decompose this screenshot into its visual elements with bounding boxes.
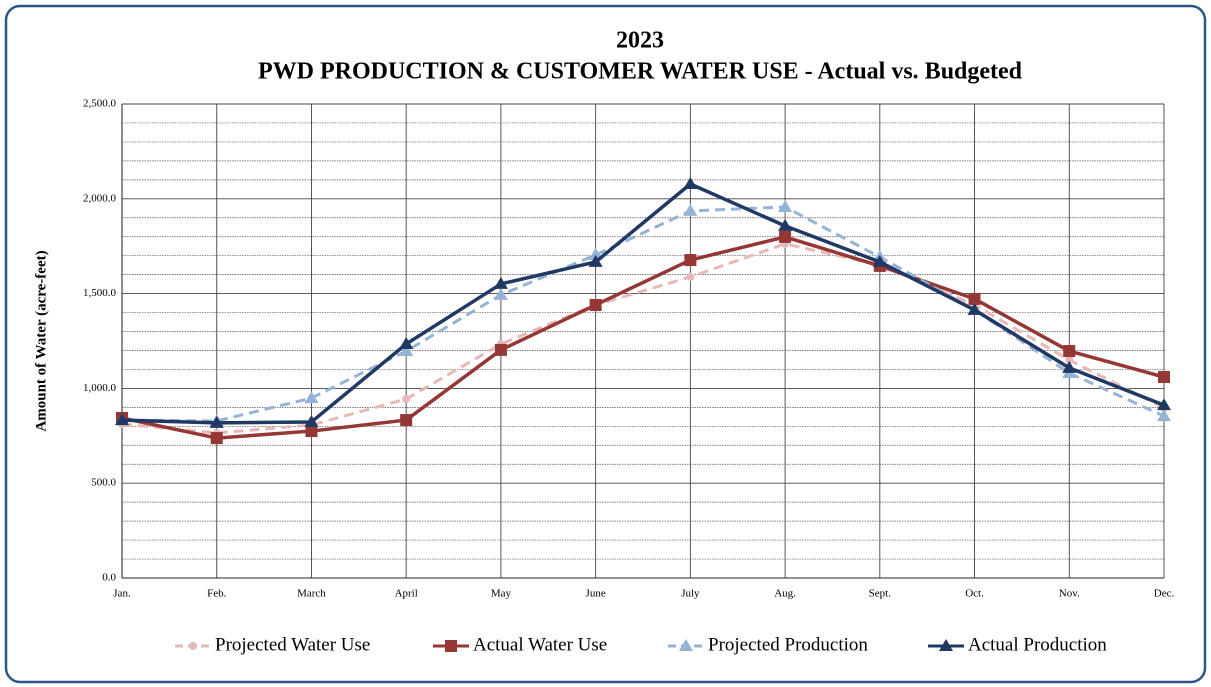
- x-tick-label: Sept.: [869, 588, 892, 600]
- marker: [494, 343, 507, 356]
- marker: [872, 254, 887, 267]
- chart-subtitle: PWD PRODUCTION & CUSTOMER WATER USE - Ac…: [258, 59, 1023, 85]
- marker: [209, 415, 224, 428]
- marker: [402, 395, 411, 404]
- marker: [1157, 398, 1171, 411]
- marker: [493, 287, 508, 300]
- marker: [1062, 360, 1077, 373]
- legend-marker: [189, 642, 197, 650]
- x-tick-label: Nov.: [1059, 588, 1080, 600]
- chart-title: 2023: [616, 28, 664, 54]
- marker: [399, 344, 414, 357]
- series-line: [121, 182, 1165, 425]
- legend-marker: [445, 640, 457, 652]
- marker: [115, 413, 129, 426]
- marker: [304, 391, 319, 404]
- x-tick-label: March: [297, 588, 326, 600]
- series-line: [121, 242, 1165, 435]
- x-tick-label: April: [395, 588, 418, 600]
- marker: [1063, 345, 1076, 358]
- marker: [778, 218, 793, 231]
- marker: [1158, 371, 1170, 384]
- marker: [305, 425, 318, 438]
- x-tick-label: June: [586, 588, 606, 600]
- y-tick-label: 0.0: [102, 572, 116, 584]
- marker: [210, 432, 223, 445]
- x-tick-label: July: [681, 588, 700, 600]
- marker: [778, 199, 793, 212]
- marker: [400, 414, 413, 427]
- x-tick-label: Oct.: [965, 588, 984, 600]
- y-tick-label: 2,000.0: [83, 192, 117, 204]
- marker: [493, 276, 508, 289]
- marker: [683, 177, 698, 190]
- legend-marker: [939, 639, 953, 651]
- legend-marker: [679, 639, 693, 651]
- marker: [683, 203, 698, 216]
- y-axis-label: Amount of Water (acre-feet): [33, 250, 49, 431]
- x-tick-label: Feb.: [207, 588, 227, 600]
- legend-label: Projected Production: [708, 634, 868, 655]
- marker: [1065, 355, 1074, 364]
- y-tick-label: 1,500.0: [83, 287, 117, 299]
- y-tick-label: 2,500.0: [83, 98, 117, 110]
- marker: [684, 254, 697, 267]
- x-tick-label: May: [491, 588, 512, 600]
- x-tick-label: Aug.: [774, 588, 796, 600]
- marker: [588, 254, 603, 267]
- marker: [967, 302, 982, 315]
- x-tick-label: Dec.: [1154, 588, 1175, 600]
- marker: [968, 292, 981, 305]
- x-tick-label: Jan.: [113, 588, 131, 600]
- marker: [686, 272, 695, 281]
- marker: [589, 298, 602, 311]
- legend-label: Projected Water Use: [215, 634, 370, 655]
- frame: [4, 4, 1207, 684]
- legend-label: Actual Production: [968, 634, 1107, 655]
- marker: [779, 230, 792, 243]
- marker: [399, 337, 414, 350]
- series-line: [121, 235, 1165, 440]
- y-tick-label: 1,000.0: [83, 382, 117, 394]
- legend-label: Actual Water Use: [473, 634, 607, 655]
- y-tick-label: 500.0: [91, 477, 116, 489]
- marker: [304, 414, 319, 427]
- marker: [1157, 409, 1171, 422]
